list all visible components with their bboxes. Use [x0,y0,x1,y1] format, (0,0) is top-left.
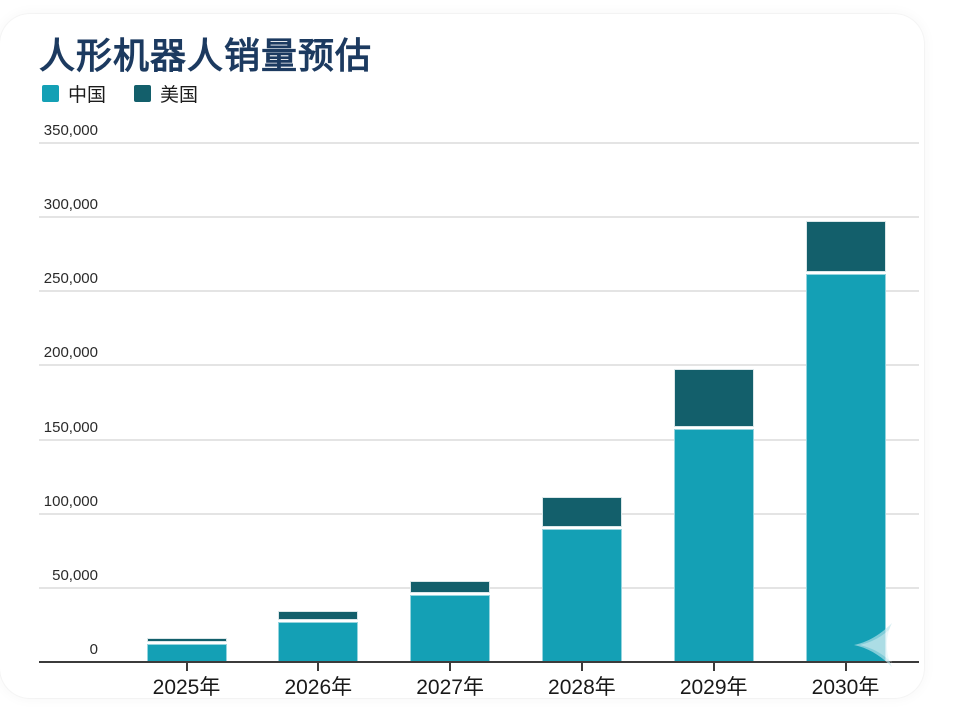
tick-mark-2029年 [712,662,715,671]
bar-group-2028年 [541,496,622,662]
bar-segment-china-2026年 [278,621,359,662]
x-axis-label-2029年: 2029年 [679,676,748,699]
bar-group-2030年 [805,221,886,662]
bar-segment-usa-2027年 [410,581,491,594]
x-axis-label-2026年: 2026年 [284,676,353,699]
legend: 中国 美国 [42,80,198,107]
tick-mark-2026年 [317,662,320,671]
bar-group-2025年 [146,637,227,662]
bar-group-2027年 [410,581,491,662]
legend-label-china: 中国 [68,85,107,106]
bar-segment-china-2028年 [541,528,622,662]
bar-segment-usa-2026年 [278,611,359,620]
legend-item-usa: 美国 [134,80,198,107]
y-axis-label: 50,000 [52,566,98,584]
bar-segment-china-2030年 [805,273,886,662]
x-axis-label-2027年: 2027年 [416,676,484,699]
y-axis-label: 200,000 [43,344,98,362]
tick-mark-2027年 [449,662,452,671]
bar-segment-usa-2025年 [146,637,227,643]
gridline-300000 [39,216,919,219]
tick-mark-2028年 [580,662,583,671]
watermark-swoosh-icon [854,623,892,667]
tick-mark-2025年 [185,662,188,671]
y-axis-label: 250,000 [43,270,98,288]
gridline-250000 [39,290,919,293]
bar-segment-usa-2028年 [541,496,622,527]
bar-segment-china-2029年 [673,429,754,662]
x-axis-label-2025年: 2025年 [152,676,221,699]
y-axis-label: 0 [89,641,98,658]
bar-segment-usa-2030年 [805,221,886,272]
y-axis-label: 350,000 [43,122,98,139]
bar-segment-china-2025年 [146,644,227,662]
y-axis-label: 100,000 [43,492,98,510]
legend-swatch-usa-icon [134,85,152,102]
x-axis-label-2030年: 2030年 [811,676,880,699]
legend-label-usa: 美国 [160,85,199,106]
legend-item-china: 中国 [42,80,106,107]
tick-mark-2030年 [844,662,847,671]
x-axis-line [39,661,919,663]
bar-segment-usa-2029年 [673,369,754,428]
bar-group-2029年 [673,369,754,662]
gridline-150000 [39,438,919,441]
legend-swatch-china-icon [42,85,59,102]
gridline-100000 [39,512,919,515]
y-axis-label: 300,000 [43,196,98,214]
y-axis-label: 150,000 [43,418,98,436]
bar-group-2026年 [278,611,359,662]
x-axis-label-2028年: 2028年 [548,676,616,699]
chart-title: 人形机器人销量预估 [39,35,373,76]
bar-segment-china-2027年 [410,595,491,662]
gridline-350000 [39,142,919,144]
gridline-200000 [39,364,919,367]
